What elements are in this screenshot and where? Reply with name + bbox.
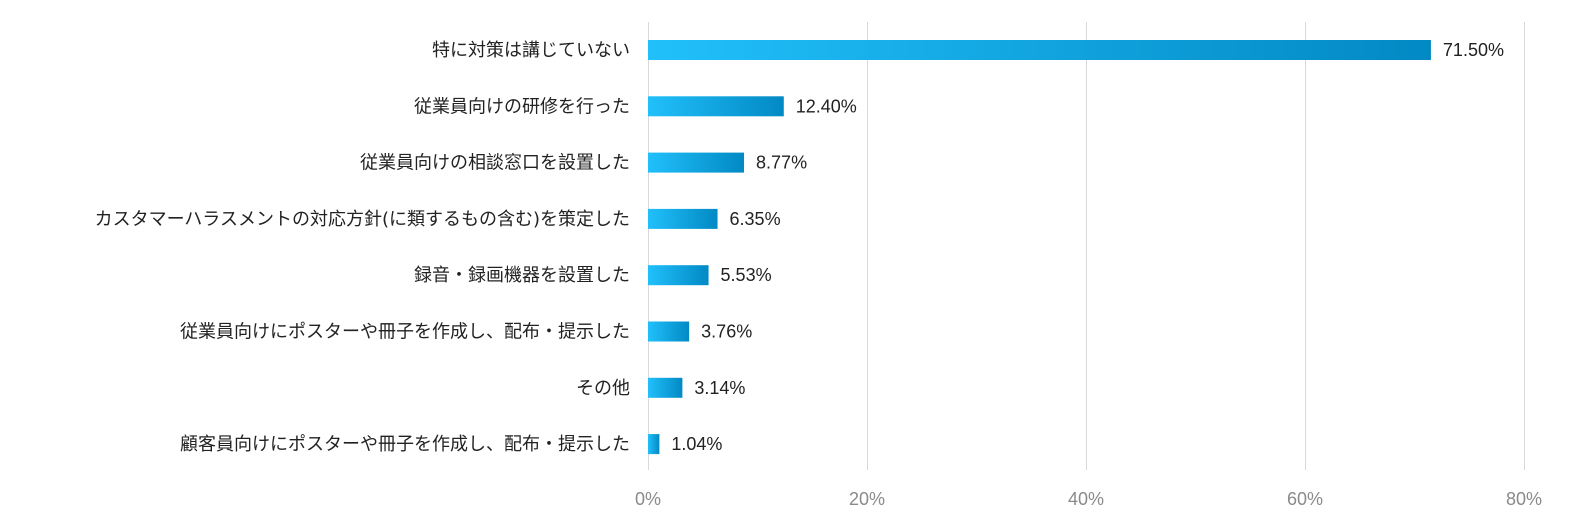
data-label: 1.04%: [671, 434, 722, 454]
category-label: 従業員向けにポスターや冊子を作成し、配布・提示した: [180, 322, 630, 343]
data-label: 3.76%: [701, 322, 752, 342]
x-tick-label: 20%: [849, 489, 885, 509]
category-label: 従業員向けの研修を行った: [414, 96, 630, 117]
x-tick-label: 80%: [1506, 489, 1542, 509]
bar: [648, 434, 660, 455]
category-label: 録音・録画機器を設置した: [414, 265, 630, 286]
value-labels: 71.50% 12.40% 8.77% 6.35% 5.53% 3.76% 3.14% 1.0…: [671, 40, 1504, 454]
category-label: その他: [576, 378, 630, 399]
x-axis-ticks: 0% 20% 40% 60% 80%: [635, 489, 1542, 509]
x-tick-label: 40%: [1068, 489, 1104, 509]
bar: [648, 40, 1431, 60]
data-label: 6.35%: [730, 209, 781, 229]
bar: [648, 321, 690, 342]
category-label: 顧客員向けにポスターや冊子を作成し、配布・提示した: [180, 434, 630, 455]
bar: [648, 152, 745, 173]
bar: [648, 208, 718, 229]
bar: [648, 265, 709, 286]
category-label: カスタマーハラスメントの対応方針(に類するもの含む)を策定した: [95, 209, 630, 230]
bars: [648, 40, 1431, 455]
bar: [648, 96, 784, 117]
data-label: 71.50%: [1443, 40, 1504, 60]
data-label: 12.40%: [796, 96, 857, 116]
bar: [648, 377, 683, 398]
x-tick-label: 60%: [1287, 489, 1323, 509]
data-label: 3.14%: [694, 378, 745, 398]
category-labels: 特に対策は講じていない従業員向けの研修を行った従業員向けの相談窓口を設置したカス…: [95, 40, 630, 455]
category-label: 従業員向けの相談窓口を設置した: [360, 153, 630, 174]
category-label: 特に対策は講じていない: [432, 40, 630, 61]
grid-lines: [648, 22, 1525, 470]
data-label: 8.77%: [756, 153, 807, 173]
data-label: 5.53%: [721, 265, 772, 285]
x-tick-label: 0%: [635, 489, 661, 509]
